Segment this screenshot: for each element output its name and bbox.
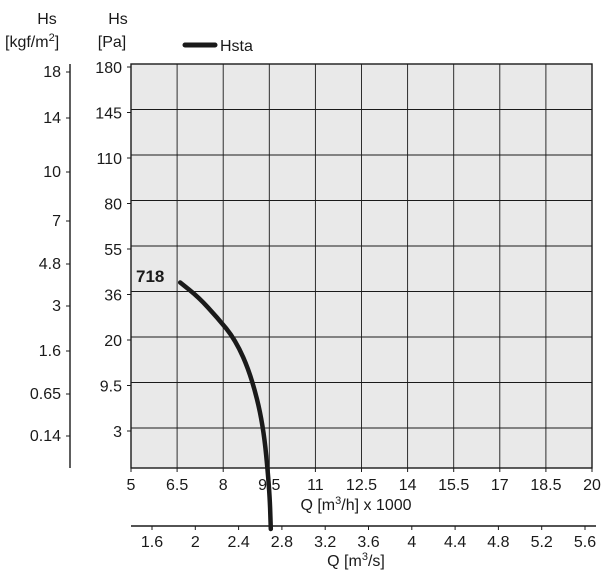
inner-y-title-line2: [Pa]	[98, 34, 126, 51]
x-secondary-tick-label: 3.6	[357, 534, 379, 551]
x-secondary-tick-label: 2.4	[227, 534, 249, 551]
inner-y-ticks: 180 145 110 80 55 36 20 9.5 3	[95, 60, 131, 441]
outer-y-tick-label: 1.6	[39, 343, 61, 360]
x-secondary-tick-label: 5.6	[574, 534, 596, 551]
x-secondary-title: Q [m3/s]	[327, 551, 385, 570]
inner-y-tick-label: 20	[104, 333, 122, 350]
outer-y-tick-label: 18	[43, 64, 61, 81]
x-primary-tick-label: 8	[219, 477, 228, 494]
series-line-hsta	[177, 280, 274, 532]
x-primary-tick-label: 12.5	[346, 477, 377, 494]
outer-y-tick-label: 14	[43, 110, 61, 127]
outer-y-tick-label: 7	[52, 213, 61, 230]
x-secondary-tick-label: 4	[407, 534, 416, 551]
inner-y-tick-label: 55	[104, 242, 122, 259]
x-primary-tick-label: 6.5	[166, 477, 188, 494]
outer-y-tick-label: 4.8	[39, 256, 61, 273]
outer-y-title-line1: Hs	[37, 11, 57, 28]
x-secondary-tick-label: 2.8	[271, 534, 293, 551]
x-primary-tick-label: 18.5	[530, 477, 561, 494]
inner-y-tick-label: 3	[113, 424, 122, 441]
model-label-718: 718	[136, 267, 164, 286]
x-secondary-tick-label: 5.2	[531, 534, 553, 551]
legend-label-hsta: Hsta	[220, 38, 253, 55]
x-secondary-tick-label: 4.8	[487, 534, 509, 551]
x-secondary-tick-label: 2	[191, 534, 200, 551]
x-primary-tick-label: 14	[399, 477, 417, 494]
x-primary-title: Q [m3/h] x 1000	[300, 495, 411, 514]
x-secondary-ticks: 1.6 2 2.4 2.8 3.2 3.6 4 4.4 4.8 5.2 5.6	[141, 526, 596, 551]
inner-y-tick-label: 110	[96, 151, 122, 168]
x-primary-tick-label: 11	[307, 477, 324, 494]
outer-y-tick-label: 0.14	[30, 428, 61, 445]
x-secondary-tick-label: 1.6	[141, 534, 163, 551]
x-primary-tick-label: 20	[583, 477, 601, 494]
outer-y-tick-label: 0.65	[30, 386, 61, 403]
outer-y-title-line2: [kgf/m2]	[5, 32, 59, 51]
inner-y-tick-label: 36	[104, 288, 122, 305]
inner-y-tick-label: 180	[95, 60, 122, 77]
x-secondary-tick-label: 3.2	[314, 534, 336, 551]
x-primary-tick-label: 5	[127, 477, 136, 494]
inner-y-tick-label: 80	[104, 197, 122, 214]
x-secondary-tick-label: 4.4	[444, 534, 466, 551]
outer-y-tick-label: 3	[52, 298, 61, 315]
x-primary-tick-label: 17	[491, 477, 509, 494]
inner-y-tick-label: 145	[95, 106, 122, 123]
x-primary-tick-label: 15.5	[438, 477, 469, 494]
outer-y-ticks: 18 14 10 7 4.8 3 1.6 0.65 0.14	[30, 64, 70, 445]
inner-y-title-line1: Hs	[108, 11, 128, 28]
x-primary-ticks: 5 6.5 8 9.5 11 12.5 14 15.5 17 18.5 20	[127, 468, 601, 494]
outer-y-tick-label: 10	[43, 164, 61, 181]
inner-y-tick-label: 9.5	[100, 379, 122, 396]
grid-lines	[131, 64, 592, 468]
